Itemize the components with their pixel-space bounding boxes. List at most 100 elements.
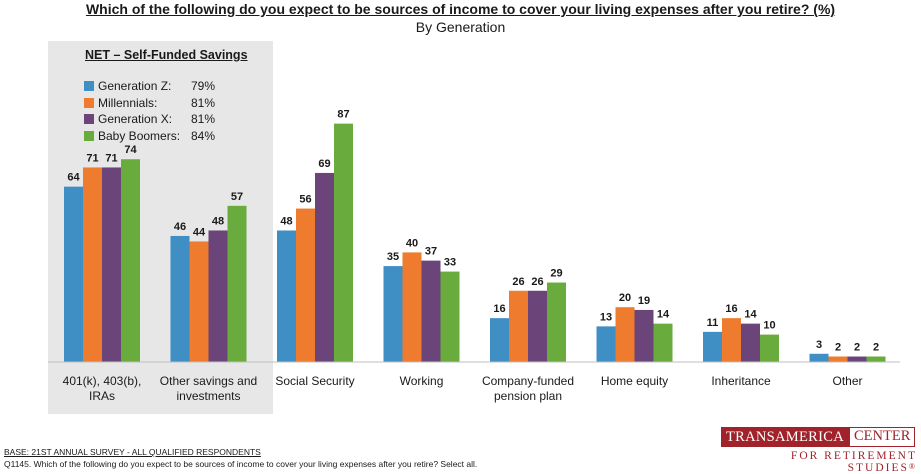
data-label-2-1: 56 bbox=[299, 194, 311, 206]
data-label-4-1: 26 bbox=[512, 276, 524, 288]
legend-value: 81% bbox=[191, 95, 216, 110]
bar-1-3 bbox=[227, 205, 247, 362]
bar-6-2 bbox=[741, 323, 760, 362]
legend-label: Baby Boomers: bbox=[98, 128, 181, 143]
bar-6-1 bbox=[722, 318, 741, 362]
data-label-5-0: 13 bbox=[600, 311, 612, 323]
legend-item-baby-boomers: Baby Boomers: 84% bbox=[84, 128, 215, 145]
bar-6-0 bbox=[703, 331, 722, 362]
footer-base: BASE: 21ST ANNUAL SURVEY - ALL QUALIFIED… bbox=[4, 447, 261, 457]
bar-7-2 bbox=[847, 356, 867, 362]
data-label-1-2: 48 bbox=[212, 215, 224, 227]
data-label-4-3: 29 bbox=[550, 268, 562, 280]
data-label-4-0: 16 bbox=[493, 303, 505, 315]
bar-7-1 bbox=[828, 356, 848, 362]
category-label-4-1: pension plan bbox=[494, 389, 562, 403]
data-label-0-1: 71 bbox=[86, 152, 98, 164]
data-label-7-0: 3 bbox=[816, 339, 822, 351]
legend-item-millennials: Millennials: 81% bbox=[84, 95, 215, 112]
data-label-7-1: 2 bbox=[835, 342, 841, 354]
net-savings-title: NET – Self-Funded Savings bbox=[85, 48, 248, 62]
category-label-2-0: Social Security bbox=[275, 374, 354, 388]
bar-3-1 bbox=[402, 252, 422, 362]
bar-3-3 bbox=[440, 271, 460, 362]
data-label-7-3: 2 bbox=[873, 342, 879, 354]
legend-value: 79% bbox=[191, 79, 216, 94]
category-label-5-0: Home equity bbox=[601, 374, 668, 388]
category-label-0-0: 401(k), 403(b), bbox=[63, 374, 142, 388]
bar-6-3 bbox=[760, 334, 779, 362]
data-label-0-2: 71 bbox=[105, 152, 117, 164]
data-label-5-1: 20 bbox=[619, 292, 631, 304]
bar-0-0 bbox=[64, 186, 83, 362]
data-label-6-3: 10 bbox=[763, 320, 775, 332]
data-label-6-2: 14 bbox=[744, 309, 757, 321]
bar-0-1 bbox=[83, 167, 102, 362]
bar-3-0 bbox=[383, 266, 403, 362]
data-label-6-0: 11 bbox=[707, 317, 719, 329]
bar-4-3 bbox=[547, 282, 566, 362]
data-label-0-0: 64 bbox=[67, 172, 80, 184]
legend-label: Generation X: bbox=[98, 112, 173, 127]
bar-2-1 bbox=[296, 208, 315, 362]
transamerica-logo: TRANSAMERICA CENTER FOR RETIREMENT STUDI… bbox=[721, 427, 917, 474]
legend-swatch-millennials bbox=[84, 97, 94, 108]
bar-4-0 bbox=[490, 318, 509, 362]
legend-item-generation-x: Generation X: 81% bbox=[84, 111, 215, 128]
data-label-3-2: 37 bbox=[425, 246, 437, 258]
legend-swatch-baby-boomers bbox=[84, 130, 94, 141]
legend-value: 81% bbox=[191, 112, 216, 127]
footer-question: Q1145. Which of the following do you exp… bbox=[4, 459, 478, 469]
legend-label: Millennials: bbox=[98, 95, 158, 110]
category-label-1-0: Other savings and bbox=[160, 374, 257, 388]
bar-5-3 bbox=[653, 323, 673, 362]
data-label-2-3: 87 bbox=[337, 109, 349, 121]
logo-word-transamerica: TRANSAMERICA bbox=[721, 427, 849, 447]
category-label-7-0: Other bbox=[832, 374, 862, 388]
data-label-4-2: 26 bbox=[531, 276, 543, 288]
bar-5-0 bbox=[596, 326, 616, 362]
data-label-5-3: 14 bbox=[657, 309, 670, 321]
bar-0-3 bbox=[121, 159, 140, 362]
data-label-2-0: 48 bbox=[280, 215, 292, 227]
data-label-6-1: 16 bbox=[725, 303, 737, 315]
data-label-0-3: 74 bbox=[124, 144, 137, 156]
logo-word-center: CENTER bbox=[849, 427, 916, 447]
bar-3-2 bbox=[421, 260, 441, 362]
legend-value: 84% bbox=[191, 128, 216, 143]
bar-1-1 bbox=[189, 241, 209, 362]
bar-2-2 bbox=[315, 172, 334, 362]
bar-5-2 bbox=[634, 309, 654, 362]
bar-2-0 bbox=[277, 230, 296, 362]
data-label-3-0: 35 bbox=[387, 251, 399, 263]
category-label-6-0: Inheritance bbox=[711, 374, 771, 388]
bar-2-3 bbox=[334, 123, 353, 363]
legend-item-generation-z: Generation Z: 79% bbox=[84, 78, 215, 95]
bar-5-1 bbox=[615, 307, 635, 362]
data-label-2-2: 69 bbox=[318, 158, 330, 170]
legend-label: Generation Z: bbox=[98, 79, 172, 94]
category-label-1-1: investments bbox=[176, 389, 240, 403]
logo-tagline: FOR RETIREMENT STUDIES® bbox=[790, 450, 917, 474]
data-label-3-1: 40 bbox=[406, 237, 418, 249]
bar-0-2 bbox=[102, 167, 121, 362]
chart-title: Which of the following do you expect to … bbox=[85, 1, 836, 17]
bar-7-3 bbox=[866, 356, 886, 362]
data-label-1-0: 46 bbox=[174, 221, 186, 233]
category-label-4-0: Company-funded bbox=[482, 374, 574, 388]
bar-1-0 bbox=[170, 235, 190, 362]
legend: Generation Z: 79% Millennials: 81% Gener… bbox=[84, 78, 215, 144]
category-label-3-0: Working bbox=[400, 374, 444, 388]
data-label-1-3: 57 bbox=[231, 191, 243, 203]
bar-7-0 bbox=[809, 353, 829, 362]
data-label-5-2: 19 bbox=[638, 295, 650, 307]
data-label-3-3: 33 bbox=[444, 257, 456, 269]
data-label-1-1: 44 bbox=[193, 226, 206, 238]
bar-4-2 bbox=[528, 290, 547, 362]
legend-swatch-generation-z bbox=[84, 81, 94, 92]
bar-1-2 bbox=[208, 230, 228, 362]
category-label-0-1: IRAs bbox=[89, 389, 115, 403]
chart-subtitle: By Generation bbox=[415, 19, 506, 35]
bar-4-1 bbox=[509, 290, 528, 362]
